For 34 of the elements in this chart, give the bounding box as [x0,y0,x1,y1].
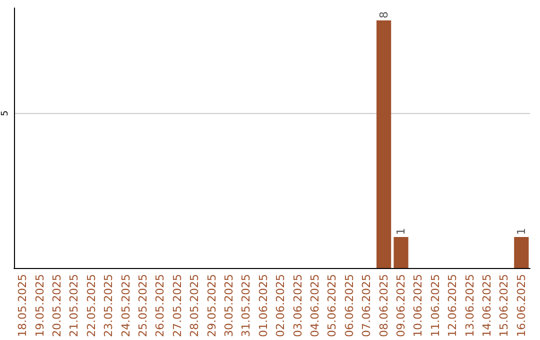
x-tick-label: 23.05.2025 [102,274,116,337]
x-tick-label: 02.06.2025 [274,274,288,337]
x-tick-label: 09.06.2025 [394,274,408,337]
x-tick-label: 03.06.2025 [291,274,304,337]
x-tick-label: 25.05.2025 [136,274,150,337]
x-tick-label: 18.05.2025 [16,274,30,337]
x-tick-label: 04.06.2025 [308,274,322,337]
x-tick-label: 19.05.2025 [33,274,46,337]
x-tick-label: 06.06.2025 [342,274,356,337]
y-tick-label: 5 [0,110,10,116]
data-label: 1 [394,228,408,236]
x-tick-label: 26.05.2025 [154,274,167,337]
data-label: 8 [377,11,390,18]
x-tick-label: 05.06.2025 [326,274,339,337]
x-tick-label: 16.06.2025 [514,274,528,337]
x-tick-label: 12.06.2025 [446,274,460,337]
x-tick-label: 30.05.2025 [222,274,236,337]
x-tick-label: 11.06.2025 [428,274,442,337]
x-tick-label: 15.06.2025 [498,274,511,337]
x-tick-label: 21.05.2025 [68,274,81,337]
x-tick-label: 01.06.2025 [256,274,270,337]
x-tick-label: 20.05.2025 [50,274,64,337]
x-tick-label: 14.06.2025 [480,274,494,337]
x-tick-label: 08.06.2025 [377,274,390,337]
data-label: 1 [514,228,528,236]
x-tick-label: 29.05.2025 [205,274,218,337]
x-tick-label: 27.05.2025 [170,274,184,337]
x-tick-label: 28.05.2025 [188,274,202,337]
x-tick-label: 31.05.2025 [240,274,253,337]
x-tick-label: 24.05.2025 [119,274,132,337]
x-tick-label: 13.06.2025 [463,274,476,337]
x-tick-label: 22.05.2025 [84,274,98,337]
x-tick-label: 07.06.2025 [360,274,374,337]
x-tick-label: 10.06.2025 [412,274,425,337]
